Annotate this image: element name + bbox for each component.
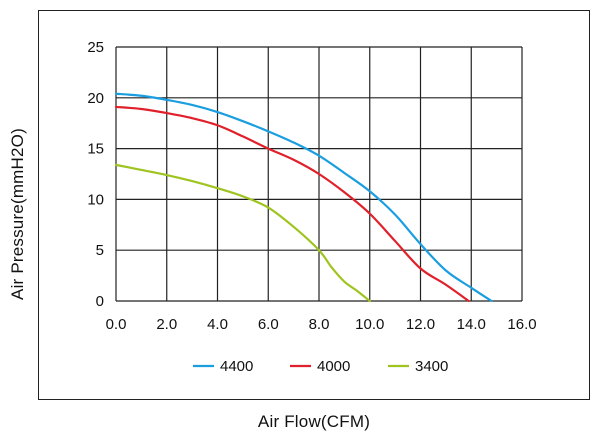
series-line-3400: [114, 163, 371, 303]
x-tick-label: 8.0: [309, 316, 330, 333]
legend: 4400 4000 3400: [193, 358, 448, 375]
y-tick-label: 15: [87, 141, 104, 158]
y-axis-label: Air Pressure(mmH2O): [8, 128, 27, 300]
legend-label-4000: 4000: [317, 358, 350, 375]
series-line-4400: [114, 92, 493, 303]
y-tick-label: 25: [87, 39, 104, 56]
x-tick-label: 12.0: [406, 316, 435, 333]
y-tick-label: 10: [87, 191, 104, 208]
x-axis-label: Air Flow(CFM): [257, 412, 371, 431]
chart-frame: [38, 10, 590, 400]
y-tick-label: 5: [96, 242, 104, 259]
x-tick-label: 10.0: [355, 316, 384, 333]
x-tick-label: 4.0: [207, 316, 228, 333]
x-tick-label: 16.0: [507, 316, 536, 333]
y-tick-label: 0: [96, 293, 104, 310]
x-tick-label: 6.0: [258, 316, 279, 333]
x-tick-label: 0.0: [106, 316, 127, 333]
grid-layer: [115, 46, 523, 302]
legend-label-4400: 4400: [220, 358, 253, 375]
legend-label-3400: 3400: [415, 358, 448, 375]
x-tick-label: 14.0: [457, 316, 486, 333]
y-tick-label: 20: [87, 90, 104, 107]
series-line-4000: [114, 105, 470, 303]
x-tick-label: 2.0: [156, 316, 177, 333]
x-tick-labels: 0.0 2.0 4.0 6.0 8.0 10.0 12.0 14.0 16.0: [106, 316, 537, 333]
series-layer: [114, 92, 493, 303]
y-tick-labels: 0 5 10 15 20 25: [87, 39, 104, 310]
